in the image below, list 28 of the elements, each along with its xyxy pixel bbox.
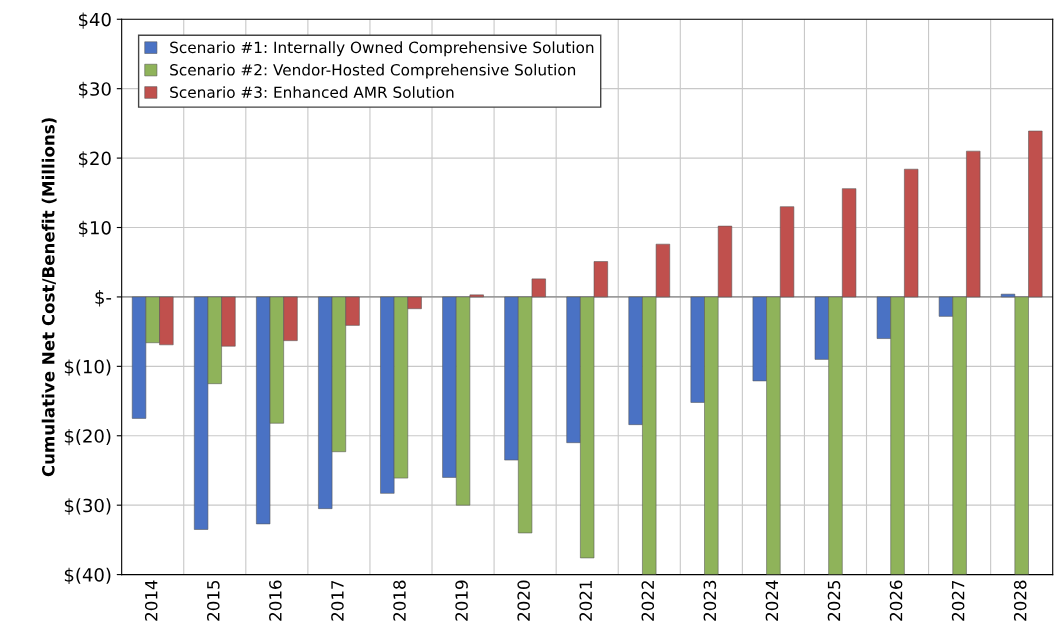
x-tick-label: 2022 — [641, 581, 655, 621]
x-tick-label: 2020 — [517, 580, 530, 621]
x-tick-label: 2015 — [207, 580, 220, 621]
x-tick-label: 2016 — [269, 580, 282, 621]
legend-label: Scenario #3: Enhanced AMR Solution — [170, 86, 454, 99]
y-tick-label: $40 — [78, 12, 111, 29]
x-tick-label: 2024 — [765, 580, 779, 621]
x-tick-label: 2017 — [331, 580, 344, 621]
x-tick-label: 2018 — [393, 580, 406, 621]
y-axis-title: Cumulative Net Cost/Benefit (Millions) — [41, 118, 57, 477]
y-tick-label: $- — [95, 290, 112, 307]
y-tick-label: $10 — [78, 220, 111, 238]
x-tick-label: 2028 — [1013, 580, 1027, 621]
x-tick-label: 2021 — [579, 580, 593, 621]
y-tick-label: $30 — [78, 81, 111, 99]
y-tick-label: $(40) — [64, 567, 111, 585]
y-tick-label: $(10) — [64, 359, 111, 376]
x-tick-label: 2023 — [703, 580, 717, 621]
y-tick-label: $(20) — [64, 428, 111, 446]
x-tick-label: 2027 — [951, 580, 965, 621]
x-tick-label: 2014 — [144, 580, 158, 621]
legend-label: Scenario #2: Vendor-Hosted Comprehensive Solution — [170, 63, 576, 79]
y-tick-label: $(30) — [64, 498, 111, 515]
x-tick-label: 2026 — [889, 580, 903, 621]
x-tick-label: 2025 — [827, 580, 841, 621]
y-tick-label: $20 — [78, 151, 111, 168]
x-tick-label: 2019 — [455, 580, 468, 621]
legend-label: Scenario #1: Internally Owned Comprehensive Solution — [170, 41, 594, 57]
